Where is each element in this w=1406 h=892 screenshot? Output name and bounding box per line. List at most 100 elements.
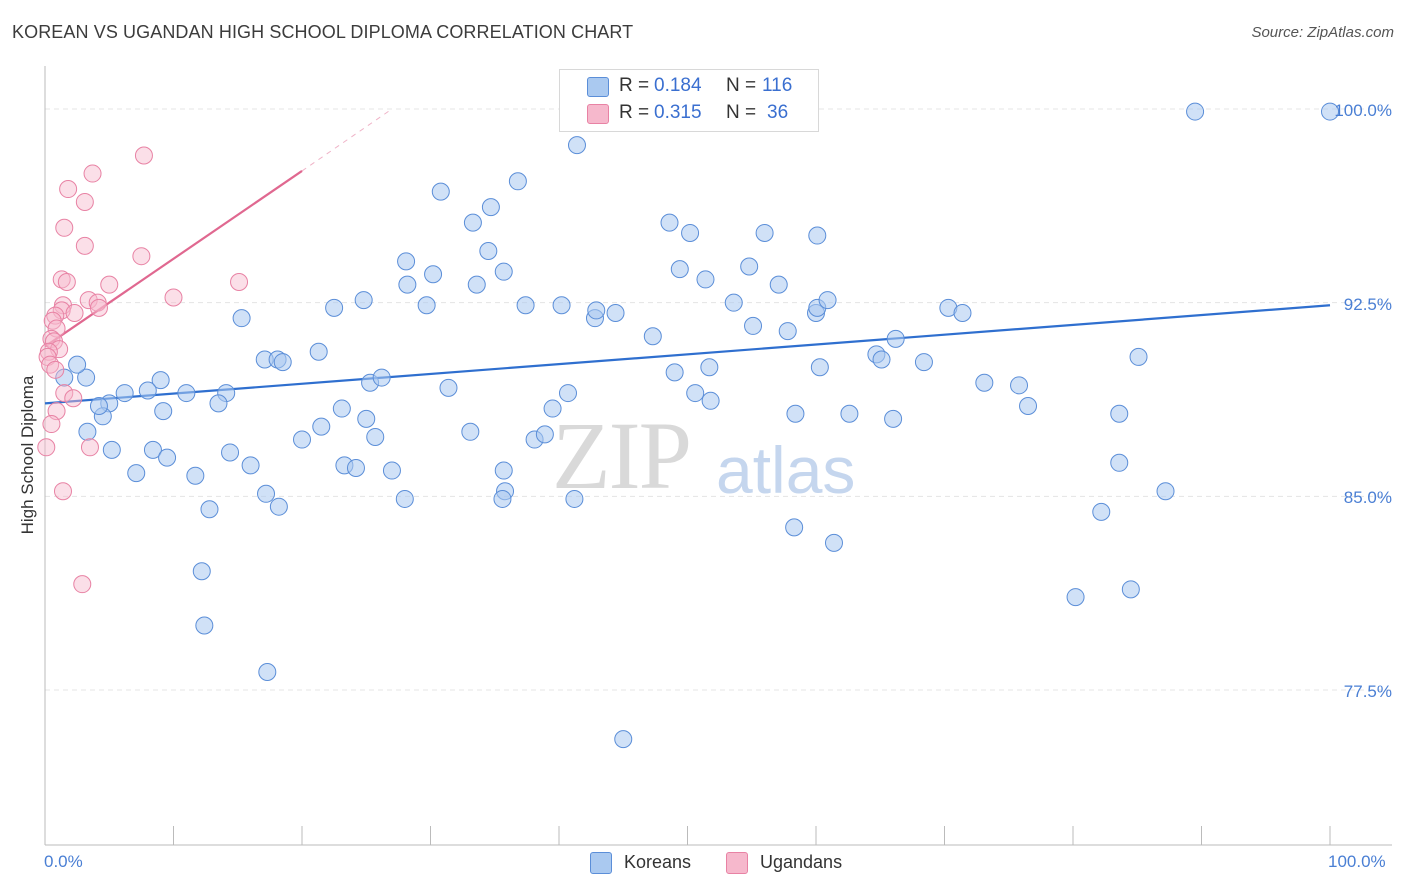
n-value: 116 (762, 75, 793, 96)
source-label: Source: ZipAtlas.com (1251, 24, 1394, 41)
korean-point (463, 213, 482, 232)
ugandan-point (37, 438, 56, 457)
korean-point (77, 368, 96, 387)
korean-point (696, 270, 715, 289)
korean-point (481, 198, 500, 217)
korean-point (232, 309, 251, 328)
korean-point (366, 427, 385, 446)
ugandan-trend-extension (301, 108, 393, 172)
korean-point (914, 353, 933, 372)
korean-point (1019, 396, 1038, 415)
ugandan-point (46, 306, 65, 325)
korean-point (357, 409, 376, 428)
korean-point (1321, 102, 1339, 121)
korean-point (325, 298, 344, 317)
korean-point (1066, 588, 1085, 607)
korean-point (494, 461, 513, 480)
korean-point (535, 425, 554, 444)
korean-point (479, 242, 498, 261)
korean-point (1186, 102, 1205, 121)
ugandan-point (132, 247, 151, 266)
ugandan-point (64, 389, 83, 408)
korean-point (884, 409, 903, 428)
korean-point (346, 458, 365, 477)
ugandan-point (100, 275, 119, 294)
x-tick-max: 100.0% (1328, 852, 1386, 871)
korean-point (439, 378, 458, 397)
korean-point (158, 448, 177, 467)
korean-point (221, 443, 240, 462)
n-label: N = (726, 102, 757, 123)
korean-point (1110, 404, 1129, 423)
korean-point (740, 257, 759, 276)
korean-point (567, 136, 586, 155)
korean-point (55, 368, 74, 387)
korean-point (686, 384, 705, 403)
korean-point (701, 391, 720, 410)
korean-point (755, 223, 774, 242)
korean-point (840, 404, 859, 423)
korean-point (681, 223, 700, 242)
y-axis-label: High School Diploma (18, 375, 37, 535)
korean-point (115, 384, 134, 403)
korean-point (241, 456, 260, 475)
korean-point (769, 275, 788, 294)
ugandan-point (41, 355, 60, 374)
y-tick-label: 77.5% (1343, 682, 1392, 702)
korean-point (744, 316, 763, 335)
korean-point (372, 368, 391, 387)
korean-point (670, 260, 689, 279)
ugandan-point (57, 273, 76, 292)
stats-row-ugandans: R = 0.315 N = 36 (560, 100, 818, 127)
korean-point (824, 533, 843, 552)
korean-point (354, 291, 373, 310)
r-label: R = (619, 75, 650, 96)
ugandan-legend-swatch (726, 852, 748, 874)
korean-point (724, 293, 743, 312)
korean-point (1121, 580, 1140, 599)
korean-point (975, 373, 994, 392)
korean-point (257, 484, 276, 503)
r-value: 0.315 (654, 102, 702, 123)
ugandan-point (75, 192, 94, 211)
korean-point (143, 440, 162, 459)
korean-point (543, 399, 562, 418)
korean-point (273, 353, 292, 372)
chart-title: KOREAN VS UGANDAN HIGH SCHOOL DIPLOMA CO… (12, 22, 634, 42)
legend-label: Ugandans (760, 852, 843, 872)
korean-point (516, 296, 535, 315)
ugandan-point (164, 288, 183, 307)
ugandan-point (52, 270, 71, 289)
ugandan-point (55, 384, 74, 403)
ugandan-point (73, 575, 92, 594)
korean-point (89, 396, 108, 415)
korean-point (614, 730, 633, 749)
korean-point (494, 262, 513, 281)
korean-point (424, 265, 443, 284)
korean-point (192, 562, 211, 581)
y-tick-label: 92.5% (1343, 294, 1392, 314)
korean-point (1156, 482, 1175, 501)
korean-point (269, 497, 288, 516)
korean-point (1092, 502, 1111, 521)
korean-point (808, 226, 827, 245)
korean-point (643, 327, 662, 346)
korean-point (78, 422, 97, 441)
korean-point (467, 275, 486, 294)
korean-point (1010, 376, 1029, 395)
korean-point (953, 304, 972, 323)
stats-row-koreans: R = 0.184 N = 116 (560, 73, 818, 100)
ugandan-point (65, 304, 84, 323)
korean-point (395, 489, 414, 508)
korean-point (786, 404, 805, 423)
n-value: 36 (767, 102, 789, 123)
korean-point (587, 301, 606, 320)
ugandan-point (75, 236, 94, 255)
ugandan-point (83, 164, 102, 183)
ugandan-point (134, 146, 153, 165)
stats-box: R = 0.184 N = 116 R = 0.315 N = 36 (559, 69, 819, 132)
korean-point (102, 440, 121, 459)
ugandan-point (55, 218, 74, 237)
r-label: R = (619, 102, 650, 123)
